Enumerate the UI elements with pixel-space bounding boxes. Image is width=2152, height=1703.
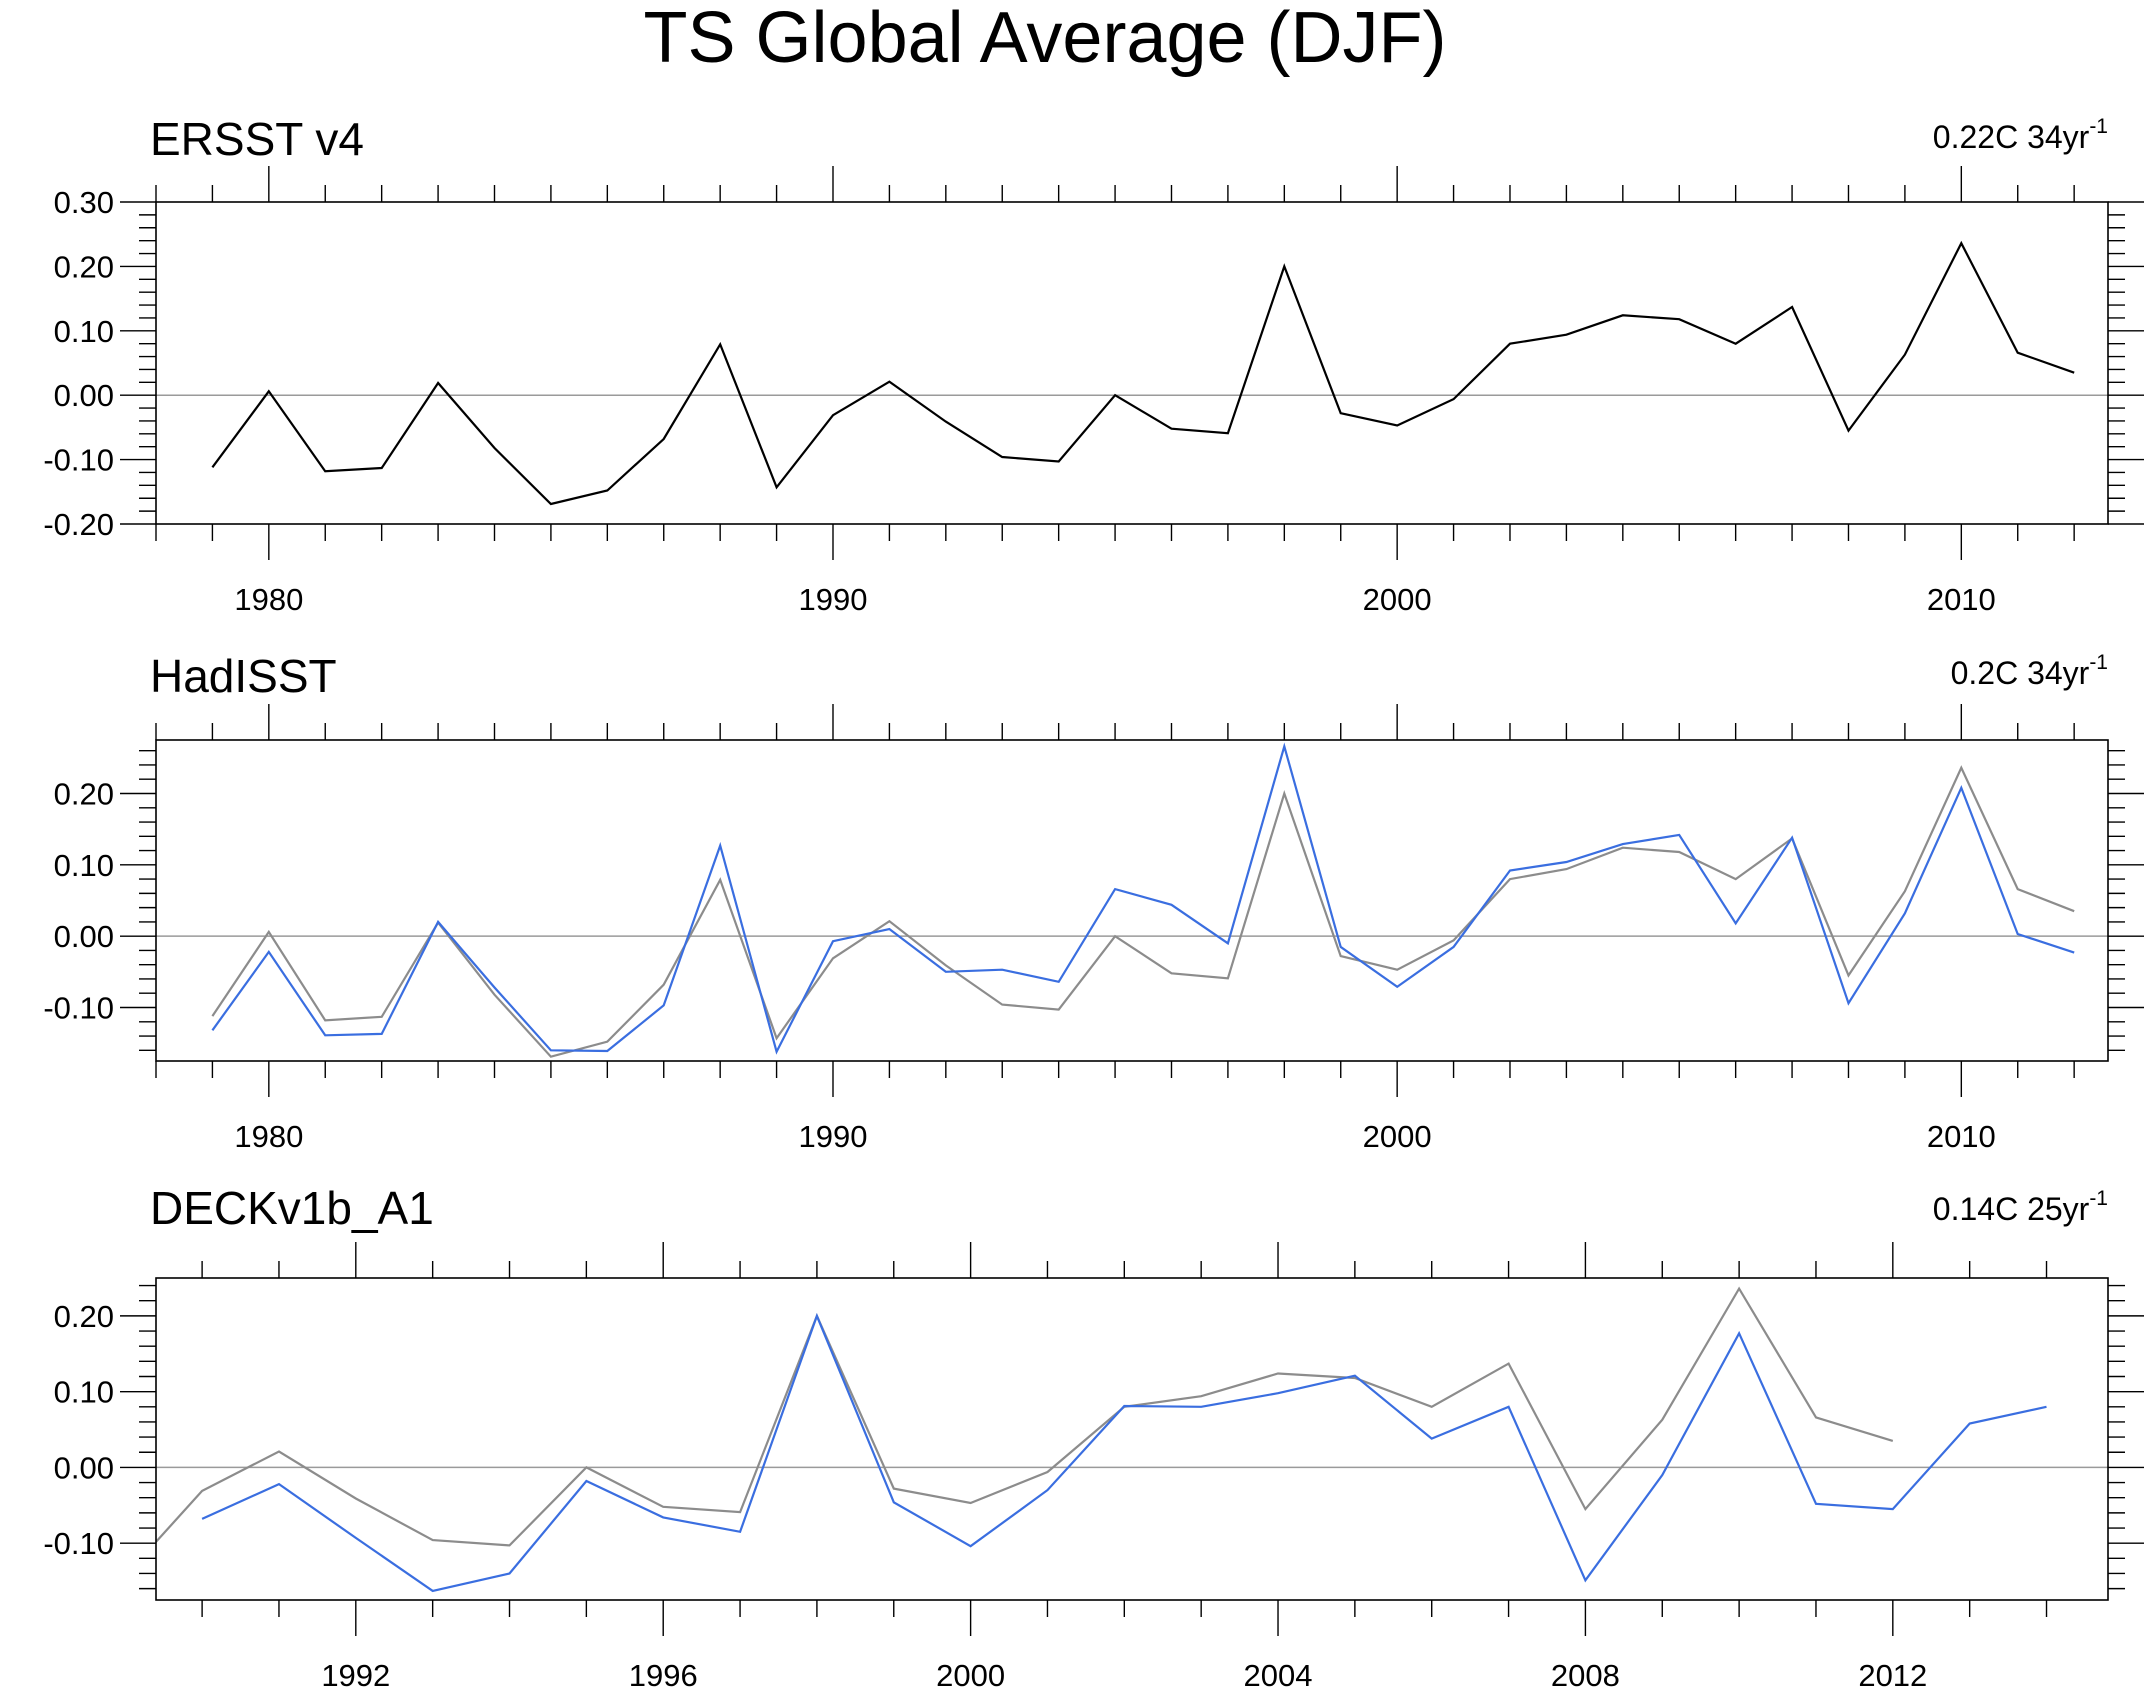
y-tick-label: 0.20 [54,249,114,284]
panel-deck: DECKv1b_A1 0.14C 25yr-1 1992 1996 2000 2004… [43,1182,2144,1693]
trend-label: 0.2C 34yr-1 [1951,651,2108,691]
x-tick-label: 2004 [1244,1658,1313,1693]
x-tick-label: 2008 [1551,1658,1620,1693]
trend-exponent: -1 [2089,1187,2108,1210]
y-tick-label: -0.10 [43,1526,114,1561]
trend-label: 0.22C 34yr-1 [1933,115,2108,155]
y-tick-label: 0.00 [54,378,114,413]
series-line-dataset [211,240,2075,506]
figure-title: TS Global Average (DJF) [644,0,1447,78]
x-tick-label: 2000 [1363,582,1432,617]
y-tick-label: -0.10 [43,991,114,1026]
x-tick-label: 2000 [1363,1119,1432,1154]
y-tick-label: 0.00 [54,1450,114,1485]
panel-ersst: ERSST v4 0.22C 34yr-1 1980 1990 2000 2010 -0… [43,113,2144,617]
trend-value: 0.22C 34yr [1933,119,2090,155]
y-tick-label: 0.30 [54,185,114,220]
panel-title: HadISST [150,650,337,702]
panel-title: ERSST v4 [150,113,364,165]
x-tick-label: 1992 [321,1658,390,1693]
series-line-dataset [201,1312,2047,1593]
trend-exponent: -1 [2089,651,2108,674]
x-tick-label: 1980 [234,1119,303,1154]
x-tick-label: 1990 [799,582,868,617]
y-tick-label: 0.00 [54,919,114,954]
plot-frame [155,1277,2109,1601]
y-tick-label: 0.20 [54,777,114,812]
x-tick-label: 2012 [1858,1658,1927,1693]
trend-exponent: -1 [2089,115,2108,138]
y-tick-label: 0.20 [54,1299,114,1334]
y-tick-label: 0.10 [54,314,114,349]
y-tick-label: -0.10 [43,443,114,478]
y-tick-label: -0.20 [43,507,114,542]
trend-value: 0.2C 34yr [1951,655,2090,691]
trend-value: 0.14C 25yr [1933,1191,2090,1227]
y-tick-label: 0.10 [54,848,114,883]
plot-frame [155,201,2109,525]
plot-frame [155,739,2109,1062]
x-tick-label: 1990 [799,1119,868,1154]
x-tick-label: 1996 [629,1658,698,1693]
series-line-dataset [211,742,2075,1055]
x-tick-label: 2000 [936,1658,1005,1693]
y-tick-label: 0.10 [54,1375,114,1410]
panel-hadisst: HadISST 0.2C 34yr-1 1980 1990 2000 2010 -0.1… [43,650,2144,1154]
x-tick-label: 2010 [1927,582,1996,617]
series-line-reference [211,765,2075,1058]
x-tick-label: 1980 [234,582,303,617]
series-line-reference [156,1286,1894,1547]
panel-title: DECKv1b_A1 [150,1182,434,1234]
trend-label: 0.14C 25yr-1 [1933,1187,2108,1227]
x-tick-label: 2010 [1927,1119,1996,1154]
